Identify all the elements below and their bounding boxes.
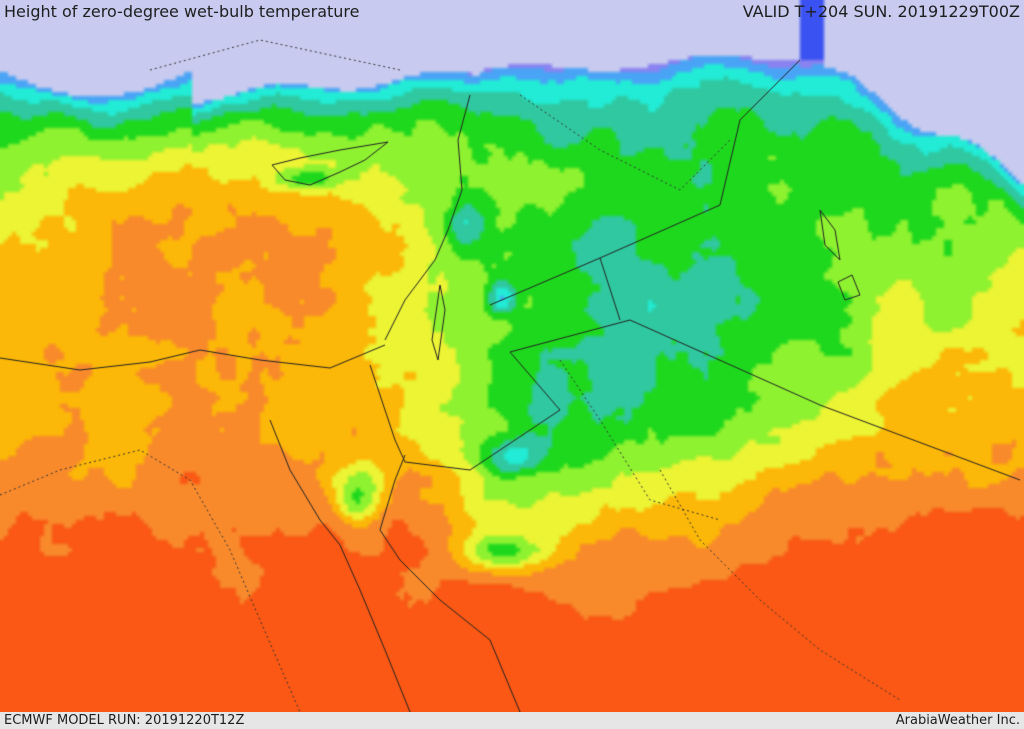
credit-label: ArabiaWeather Inc. (895, 713, 1020, 728)
model-run-label: ECMWF MODEL RUN: 20191220T12Z (4, 713, 245, 728)
footer: ECMWF MODEL RUN: 20191220T12Z ArabiaWeat… (0, 712, 1024, 729)
